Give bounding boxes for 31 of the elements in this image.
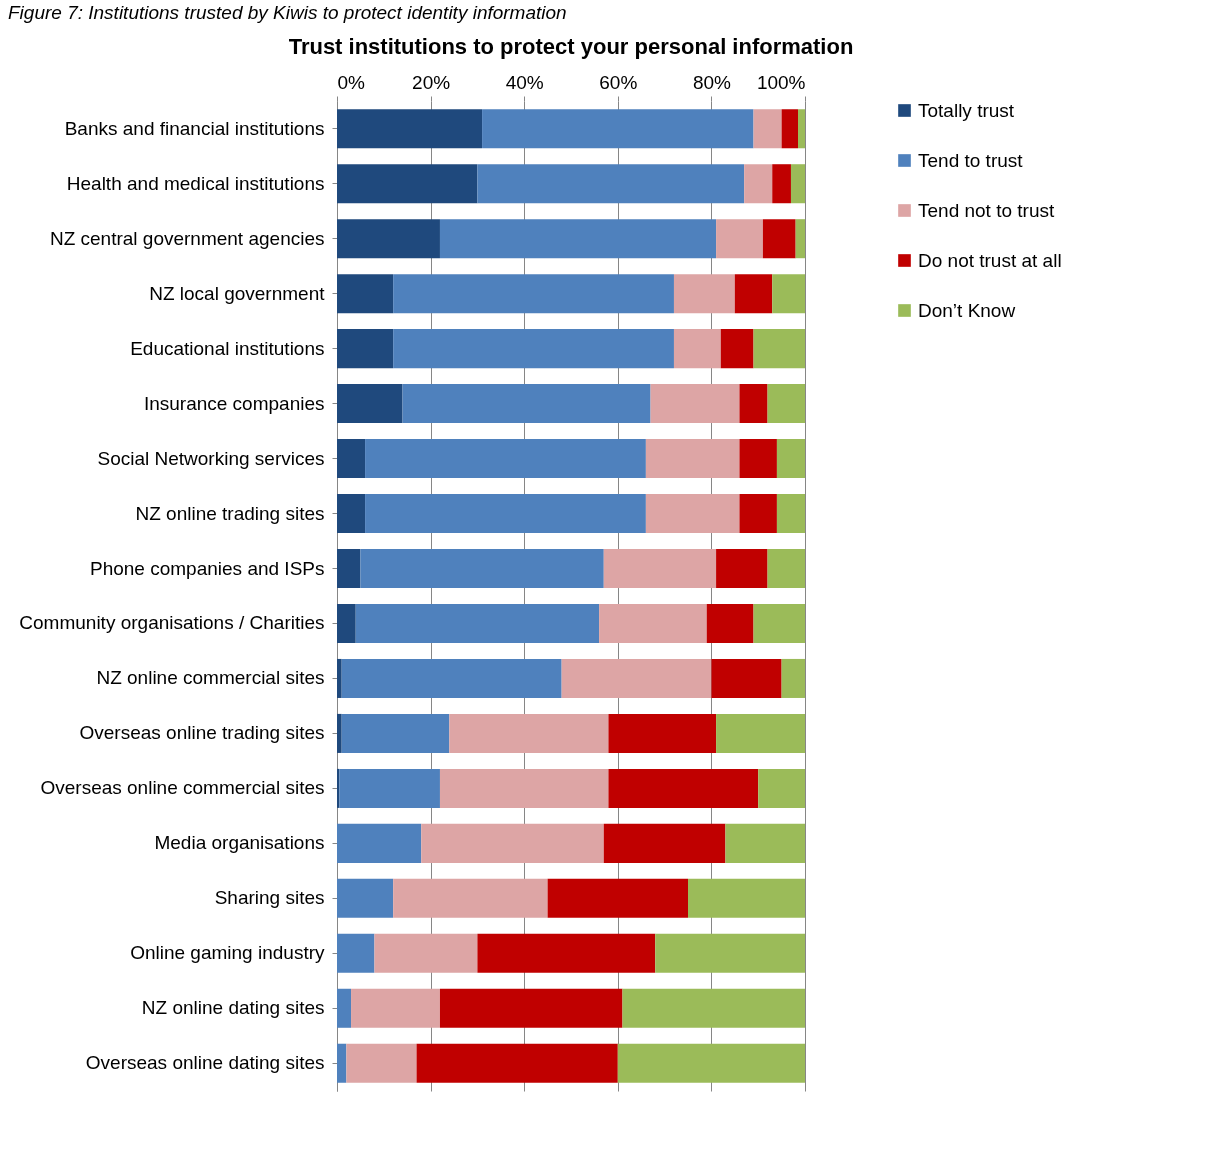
y-tick-label: NZ online commercial sites — [96, 667, 325, 689]
y-tick-label: Social Networking services — [97, 447, 325, 469]
y-tick-label: Educational institutions — [130, 337, 325, 359]
y-tick-label: Overseas online trading sites — [79, 722, 325, 744]
legend-label: Tend to trust — [918, 149, 1024, 171]
y-tick-label: NZ central government agencies — [49, 227, 325, 249]
y-tick-label: Community organisations / Charities — [19, 612, 325, 634]
y-tick-label: Overseas online commercial sites — [40, 777, 325, 799]
caption: Figure 7: Institutions trusted by Kiwis to protect identity information — [7, 1, 568, 25]
x-tick-label: 60% — [599, 71, 638, 93]
y-tick-label: Phone companies and ISPs — [90, 557, 325, 579]
y-tick-label: Insurance companies — [143, 392, 325, 414]
y-tick-label: NZ local government — [149, 282, 326, 304]
y-tick-label: NZ online trading sites — [135, 502, 325, 524]
y-tick-label: Sharing sites — [214, 887, 325, 909]
x-tick-label: 100% — [756, 71, 806, 93]
x-tick-label: 0% — [337, 71, 366, 93]
legend-label: Do not trust at all — [918, 249, 1062, 271]
y-tick-label: Health and medical institutions — [66, 172, 325, 194]
legend-label: Tend not to trust — [918, 199, 1055, 221]
chart-title: Trust institutions to protect your personal information — [288, 34, 854, 59]
legend-label: Don’t Know — [918, 299, 1016, 321]
x-tick-label: 40% — [505, 71, 544, 93]
y-tick-label: Online gaming industry — [130, 942, 325, 964]
legend-label: Totally trust — [918, 99, 1015, 121]
y-tick-label: NZ online dating sites — [141, 997, 325, 1019]
y-tick-label: Overseas online dating sites — [85, 1052, 325, 1074]
y-tick-label: Media organisations — [154, 832, 325, 854]
x-tick-label: 80% — [692, 71, 732, 93]
y-tick-label: Banks and financial institutions — [64, 117, 325, 139]
x-tick-label: 20% — [412, 71, 451, 93]
